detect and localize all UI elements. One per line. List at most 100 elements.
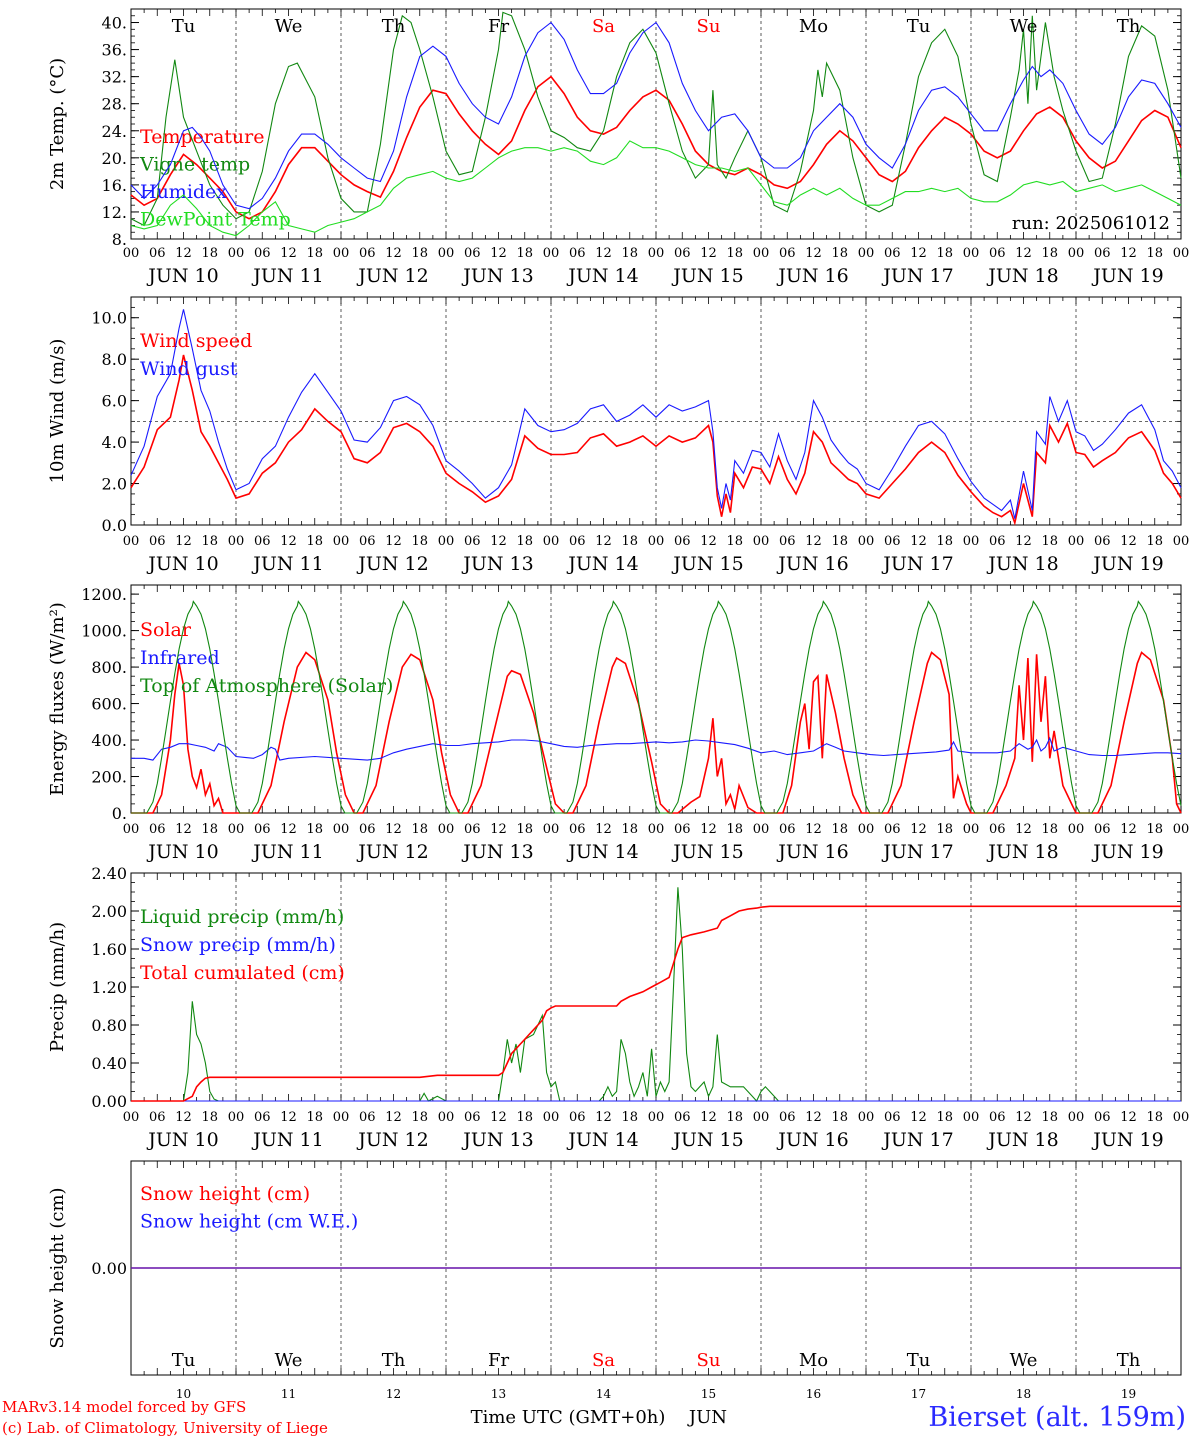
hour-tick-label: 18	[411, 1110, 428, 1125]
hour-tick-label: 00	[1173, 1110, 1190, 1125]
weekday-label: Mo	[799, 1350, 828, 1371]
date-label: JUN 12	[356, 265, 428, 287]
hour-tick-label: 00	[963, 534, 980, 549]
hour-tick-label: 06	[884, 1110, 901, 1125]
hour-tick-label: 00	[648, 822, 665, 837]
legend-snow-height-cm-w-e: Snow height (cm W.E.)	[140, 1211, 358, 1233]
hour-tick-label: 12	[700, 246, 717, 261]
hour-tick-label: 12	[385, 246, 402, 261]
hour-tick-label: 06	[989, 534, 1006, 549]
hour-tick-label: 18	[1146, 822, 1163, 837]
hour-tick-label: 18	[621, 822, 638, 837]
hour-tick-label: 12	[805, 246, 822, 261]
day-number-label: 10	[176, 1387, 191, 1401]
y-tick-label: 8.	[112, 230, 127, 249]
y-tick-label: 0.80	[91, 1016, 127, 1035]
hour-tick-label: 12	[175, 246, 192, 261]
hour-tick-label: 06	[149, 1110, 166, 1125]
y-tick-label: 6.0	[102, 392, 127, 411]
hour-tick-label: 00	[648, 1110, 665, 1125]
weekday-label: Tu	[907, 16, 931, 37]
series-liquid-precip-mm-h-line	[131, 887, 1181, 1102]
hour-tick-label: 12	[490, 822, 507, 837]
weekday-label: Sa	[592, 1350, 615, 1371]
hour-tick-label: 06	[884, 534, 901, 549]
y-axis-title: Snow height (cm)	[47, 1187, 68, 1348]
weekday-label: We	[275, 16, 303, 37]
series-wind-gust-line	[130, 309, 1182, 519]
date-label: JUN 13	[461, 1129, 533, 1151]
hour-tick-label: 00	[648, 246, 665, 261]
hour-tick-label: 18	[831, 1110, 848, 1125]
date-label: JUN 16	[776, 265, 848, 287]
legend-temperature: Temperature	[140, 126, 264, 148]
hour-tick-label: 18	[201, 1110, 218, 1125]
hour-tick-label: 06	[1094, 1110, 1111, 1125]
hour-tick-label: 06	[464, 246, 481, 261]
date-label: JUN 15	[671, 841, 743, 863]
hour-tick-label: 18	[726, 822, 743, 837]
hour-tick-label: 00	[858, 534, 875, 549]
y-tick-label: 2.00	[91, 902, 127, 921]
legend-snow-height-cm: Snow height (cm)	[140, 1183, 310, 1205]
legend-wind-speed: Wind speed	[140, 330, 252, 352]
date-label: JUN 18	[986, 265, 1058, 287]
hour-tick-label: 06	[779, 534, 796, 549]
date-label: JUN 11	[251, 265, 323, 287]
hour-tick-label: 00	[1068, 534, 1085, 549]
hour-tick-label: 00	[753, 534, 770, 549]
date-label: JUN 18	[986, 553, 1058, 575]
hour-tick-label: 00	[333, 822, 350, 837]
y-tick-label: 40.	[102, 14, 127, 33]
hour-tick-label: 18	[1041, 246, 1058, 261]
y-tick-label: 600.	[91, 695, 127, 714]
date-label: JUN 13	[461, 841, 533, 863]
hour-tick-label: 06	[1094, 534, 1111, 549]
hour-tick-label: 18	[516, 822, 533, 837]
day-number-label: 16	[806, 1387, 821, 1401]
hour-tick-label: 12	[1120, 822, 1137, 837]
y-tick-label: 16.	[102, 176, 127, 195]
day-number-label: 12	[386, 1387, 401, 1401]
hour-tick-label: 06	[1094, 822, 1111, 837]
y-tick-label: 24.	[102, 122, 127, 141]
date-label: JUN 12	[356, 841, 428, 863]
hour-tick-label: 18	[621, 534, 638, 549]
weekday-label: Sa	[592, 16, 615, 37]
hour-tick-label: 18	[831, 534, 848, 549]
hour-tick-label: 00	[543, 246, 560, 261]
y-tick-label: 2.40	[91, 864, 127, 883]
hour-tick-label: 18	[831, 246, 848, 261]
hour-tick-label: 12	[1015, 246, 1032, 261]
hour-tick-label: 18	[201, 822, 218, 837]
y-tick-label: 0.	[112, 804, 127, 823]
date-label: JUN 18	[986, 841, 1058, 863]
hour-tick-label: 12	[910, 246, 927, 261]
date-label: JUN 18	[986, 1129, 1058, 1151]
hour-tick-label: 06	[569, 1110, 586, 1125]
day-number-label: 14	[596, 1387, 612, 1401]
y-tick-label: 32.	[102, 68, 127, 87]
hour-tick-label: 00	[858, 246, 875, 261]
hour-tick-label: 12	[1120, 534, 1137, 549]
hour-tick-label: 06	[569, 534, 586, 549]
hour-tick-label: 00	[438, 246, 455, 261]
hour-tick-label: 12	[805, 1110, 822, 1125]
hour-tick-label: 18	[411, 534, 428, 549]
hour-tick-label: 06	[149, 246, 166, 261]
hour-tick-label: 18	[831, 822, 848, 837]
date-label: JUN 16	[776, 1129, 848, 1151]
y-tick-label: 1.60	[91, 940, 127, 959]
hour-tick-label: 00	[1068, 1110, 1085, 1125]
series-humidex-line	[130, 21, 1182, 210]
day-number-label: 18	[1016, 1387, 1031, 1401]
hour-tick-label: 06	[1094, 246, 1111, 261]
hour-tick-label: 12	[280, 822, 297, 837]
hour-tick-label: 18	[621, 246, 638, 261]
hour-tick-label: 00	[333, 246, 350, 261]
hour-tick-label: 06	[254, 246, 271, 261]
hour-tick-label: 12	[700, 534, 717, 549]
series-top-of-atmosphere-solar-line	[131, 600, 1182, 814]
hour-tick-label: 06	[779, 822, 796, 837]
